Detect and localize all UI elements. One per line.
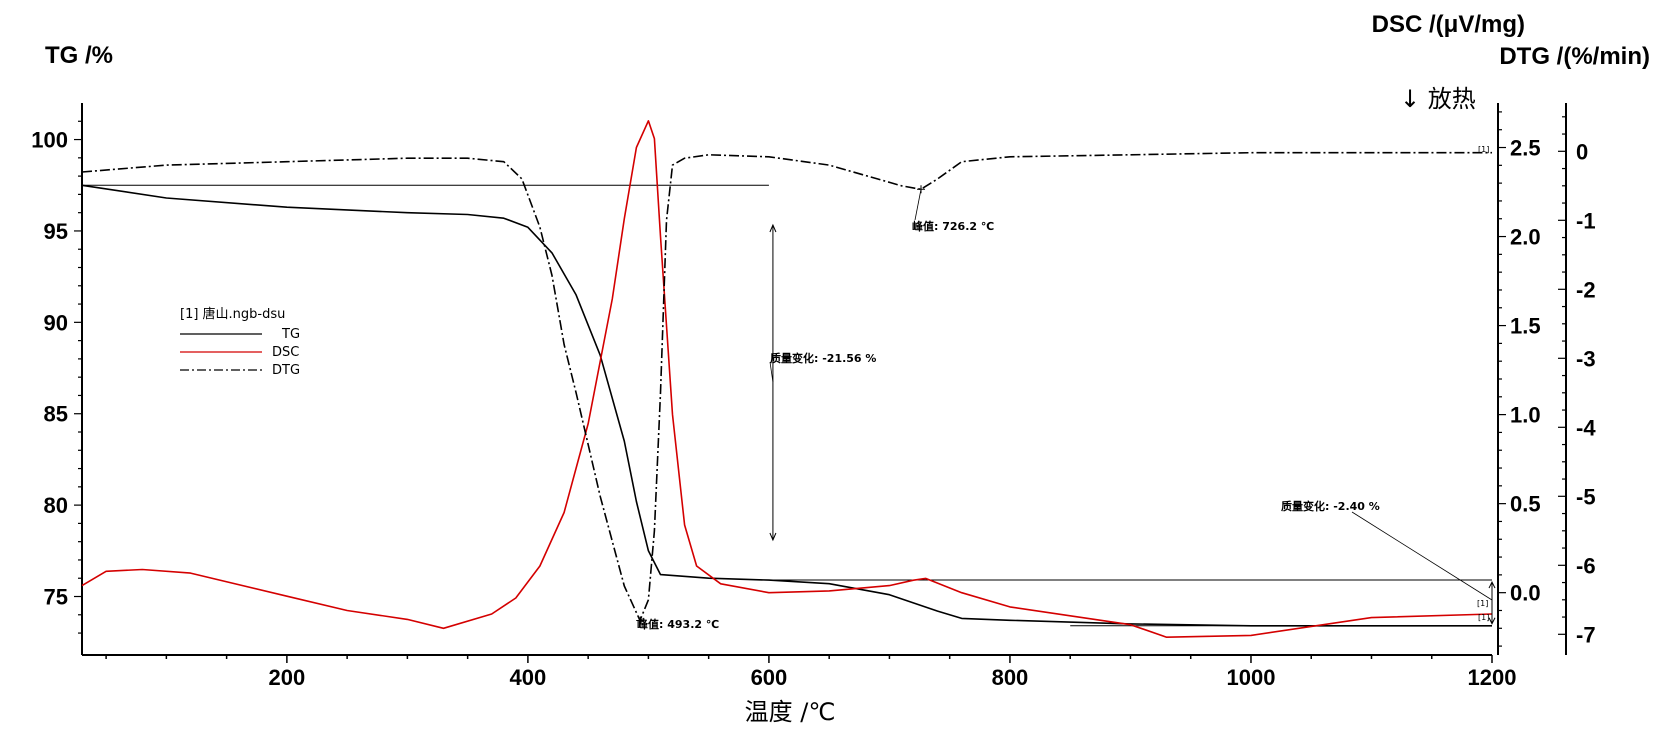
- dtg-tick-label: -2: [1576, 277, 1596, 302]
- peak-leader-493: [640, 617, 645, 621]
- mass-change-label-2: 质量变化: -2.40 %: [1281, 499, 1380, 513]
- dsc-tick-label: 2.0: [1510, 225, 1541, 250]
- series-line-dtg: [81, 151, 1492, 622]
- curve-marker-dsc: [1]: [1477, 599, 1488, 608]
- legend: [1] 唐山.ngb-dsu TG DSC DTG: [180, 306, 300, 378]
- dtg-tick-label: 0: [1576, 139, 1588, 164]
- mass-change-leader-1: [769, 361, 774, 383]
- mass-change-arrowhead-2-top: [1488, 580, 1496, 589]
- series-group: [81, 120, 1493, 638]
- dtg-tick-label: -1: [1576, 208, 1596, 233]
- legend-label-tg: TG: [281, 327, 300, 342]
- x-tick-label: 1200: [1468, 665, 1517, 690]
- tg-tick-label: 80: [44, 493, 68, 518]
- tg-axis-title: TG /%: [45, 42, 113, 69]
- dsc-axis-title: DSC /(μV/mg): [1372, 11, 1525, 38]
- guides-group: [82, 184, 1492, 627]
- dsc-tick-label: 0.0: [1510, 581, 1541, 606]
- x-tick-label: 200: [269, 665, 306, 690]
- dsc-tick-label: 0.5: [1510, 492, 1541, 517]
- dsc-tick-label: 1.0: [1510, 403, 1541, 428]
- dtg-tick-label: -6: [1576, 553, 1596, 578]
- mass-change-label-1: 质量变化: -21.56 %: [770, 351, 876, 365]
- ticks-group: 200 400 600 800 1000 1200 75 80 85 90 95 100 0.0 0.5 1…: [31, 111, 1596, 690]
- x-axis-title: 温度 /℃: [745, 698, 836, 726]
- exo-direction-label: ↓ 放热: [1400, 85, 1476, 113]
- axes-group: [81, 103, 1567, 656]
- peak-leader-726: [914, 189, 922, 221]
- curve-marker-dtg: [1]: [1478, 145, 1489, 154]
- mass-change-leader-2: [1351, 511, 1493, 601]
- series-line-dsc: [81, 120, 1493, 638]
- peak-label-493: 峰值: 493.2 ℃: [637, 617, 719, 631]
- series-line-tg: [81, 184, 1492, 627]
- legend-label-dsc: DSC: [272, 345, 299, 360]
- x-tick-label: 1000: [1226, 665, 1275, 690]
- x-tick-label: 800: [992, 665, 1029, 690]
- mass-change-arrowhead-1-bottom: [769, 532, 777, 542]
- mass-change-arrowhead-2-bottom: [1488, 617, 1496, 625]
- peak-marker-493: [636, 616, 645, 625]
- mass-change-arrowhead-1-top: [769, 223, 777, 233]
- tg-tick-label: 85: [44, 402, 68, 427]
- dsc-tick-label: 1.5: [1510, 314, 1541, 339]
- dtg-tick-label: -7: [1576, 622, 1596, 647]
- x-tick-label: 600: [751, 665, 788, 690]
- tg-tick-label: 75: [44, 585, 68, 610]
- legend-title: [1] 唐山.ngb-dsu: [180, 306, 285, 322]
- dtg-axis-title: DTG /(%/min): [1499, 43, 1650, 70]
- tg-tick-label: 90: [44, 310, 68, 335]
- tg-tick-label: 95: [44, 219, 68, 244]
- tg-tick-label: 100: [31, 128, 68, 153]
- dtg-tick-label: -4: [1576, 415, 1596, 440]
- peak-label-726: 峰值: 726.2 ℃: [912, 219, 994, 233]
- x-tick-label: 400: [510, 665, 547, 690]
- dtg-tick-label: -3: [1576, 346, 1596, 371]
- dtg-tick-label: -5: [1576, 484, 1596, 509]
- dsc-tick-label: 2.5: [1510, 136, 1541, 161]
- curve-marker-tg: [1]: [1478, 613, 1489, 622]
- legend-label-dtg: DTG: [272, 363, 300, 378]
- annotations-group: [636, 185, 1496, 625]
